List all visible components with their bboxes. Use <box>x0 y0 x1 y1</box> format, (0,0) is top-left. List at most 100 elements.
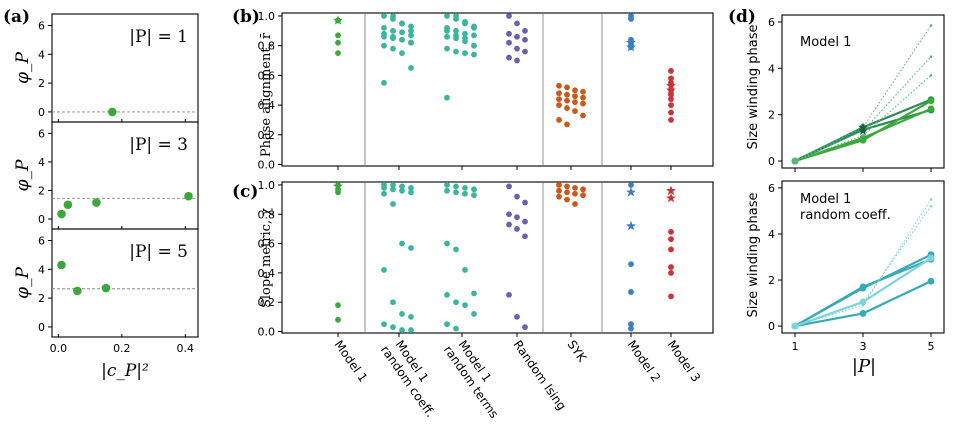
panel-a-ytick-label: 4 <box>38 156 45 169</box>
panel-c-point <box>335 316 341 323</box>
panel-d-bottom-title-2: random coeff. <box>800 208 891 223</box>
panel-c-point <box>506 211 512 218</box>
panel-b-point <box>381 42 387 49</box>
panel-c-ytick-label: 0.2 <box>258 296 276 309</box>
panel-d-ytick-label: 2 <box>768 274 775 287</box>
panel-b-point <box>408 27 414 34</box>
panel-b-point <box>556 90 562 97</box>
panel-b-point <box>514 33 520 40</box>
panel-b-point <box>444 13 450 19</box>
panel-d-xlabel: |P| <box>852 356 876 377</box>
panel-d-bottom-title-1: Model 1 <box>800 192 851 207</box>
panel-a-point <box>63 200 73 210</box>
panel-a-ylabel: φ_P <box>13 267 33 299</box>
panel-b-point <box>381 13 387 19</box>
panel-a-ylabel: φ_P <box>13 159 33 191</box>
panel-c-point <box>668 269 674 276</box>
panel-b-point <box>580 112 586 119</box>
panel-a-ytick-label: 4 <box>38 263 45 276</box>
panel-c-star-point <box>666 192 676 203</box>
panel-b-point <box>556 117 562 123</box>
panel-a-point <box>108 107 117 117</box>
panel-b-point <box>668 68 674 74</box>
panel-b-point <box>580 100 586 107</box>
panel-b-ytick-label: 0.4 <box>258 99 276 112</box>
panel-d-point <box>859 284 867 292</box>
panel-a-point <box>92 198 101 207</box>
panel-d-point <box>861 134 865 137</box>
panel-c-point <box>399 183 405 190</box>
panel-c-ytick-label: 0.8 <box>258 208 276 221</box>
panel-b-point <box>462 30 468 37</box>
panel-b-point <box>668 75 674 82</box>
panel-c-point <box>462 184 468 191</box>
panel-b-point <box>471 24 477 31</box>
panel-b-point <box>514 20 520 27</box>
panel-c-star-point <box>626 187 636 197</box>
panel-c-point <box>408 189 414 196</box>
panel-a-point <box>73 286 82 296</box>
panel-c-point <box>471 290 477 297</box>
panel-c-point <box>668 228 674 235</box>
panel-b-point <box>572 99 578 106</box>
panel-b-point <box>444 94 450 101</box>
panel-c-point <box>390 201 396 207</box>
panel-b-point <box>381 24 387 31</box>
panel-c-point <box>556 187 562 194</box>
panel-b-point <box>668 102 674 108</box>
panel-a-point <box>101 283 111 293</box>
panel-d: (d) Size winding phase Size winding phas… <box>728 7 945 377</box>
panel-b-point <box>556 96 562 103</box>
panel-b-point <box>506 30 512 37</box>
panel-a-point <box>57 260 66 270</box>
panel-c-star-point <box>333 181 343 191</box>
panel-b-label: (b) <box>232 7 260 27</box>
panel-a-ytick-label: 0 <box>38 321 45 334</box>
panel-b-point <box>408 23 414 30</box>
panel-b-ytick-label: 0.6 <box>258 69 276 82</box>
panel-c-ytick-label: 0.6 <box>258 238 276 251</box>
panel-b-ytick-label: 0.2 <box>258 129 276 142</box>
panel-c-point <box>453 299 459 306</box>
panel-c-point <box>444 321 450 328</box>
panel-a-row-title: |P| = 1 <box>129 27 188 47</box>
panel-a-ytick-label: 6 <box>38 20 45 33</box>
panel-c-point <box>444 240 450 247</box>
panel-d-ytick-label: 2 <box>768 109 775 122</box>
panel-b: (b) Phase alignment, r̄ 0.0 0.2 0.4 0.6 0.8 1… <box>232 7 714 172</box>
panel-b-point <box>522 27 528 34</box>
panel-b-point <box>444 33 450 40</box>
panel-b-point <box>462 19 468 25</box>
panel-b-point <box>399 20 405 27</box>
panel-b-point <box>453 27 459 34</box>
panel-c-point <box>506 221 512 228</box>
panel-d-point <box>791 157 799 165</box>
panel-b-point <box>580 94 586 101</box>
panel-d-ytick-label: 0 <box>768 320 775 333</box>
panel-b-point <box>399 29 405 36</box>
category-label-7: Model 3 <box>665 338 704 385</box>
panel-b-point <box>564 97 570 104</box>
panel-c-star-point <box>626 220 636 231</box>
panel-b-point <box>390 45 396 52</box>
panel-c-point <box>668 264 674 270</box>
panel-a-xtick-label: 0.4 <box>177 342 195 355</box>
category-label-1: Model 1 <box>332 338 371 385</box>
panel-b-point <box>514 45 520 52</box>
panel-b-point <box>668 109 674 116</box>
panel-b-point <box>408 39 414 46</box>
panel-a-ytick-label: 0 <box>38 106 45 119</box>
panel-b-point <box>668 117 674 123</box>
panel-d-point <box>927 97 935 105</box>
panel-b-ytick-label: 0.0 <box>258 159 276 172</box>
panel-b-point <box>462 35 468 42</box>
panel-c-point <box>668 293 674 300</box>
panel-d-ytick-label: 4 <box>768 62 775 75</box>
panel-d-ytick-label: 0 <box>768 155 775 168</box>
panel-a-ytick-label: 6 <box>38 235 45 248</box>
panel-b-point <box>390 33 396 40</box>
panel-c-point <box>628 261 634 267</box>
panel-d-series-line <box>794 74 932 162</box>
panel-c-point <box>453 246 459 253</box>
panel-b-point <box>564 84 570 91</box>
